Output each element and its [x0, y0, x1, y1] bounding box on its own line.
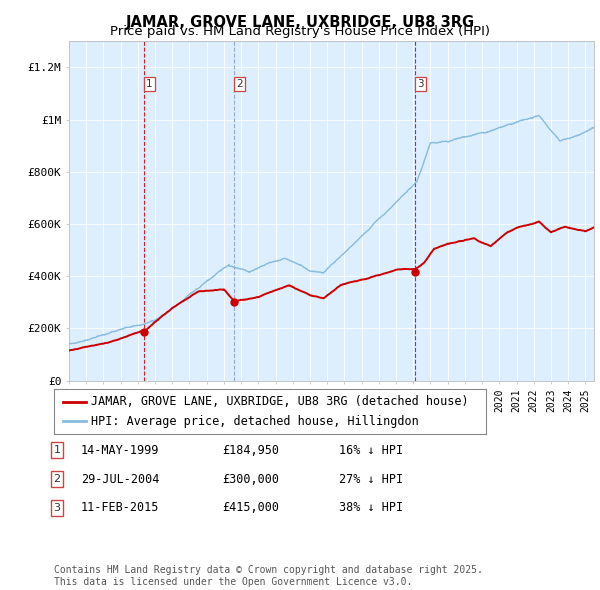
Text: 3: 3	[53, 503, 61, 513]
Text: 11-FEB-2015: 11-FEB-2015	[81, 502, 160, 514]
Text: Price paid vs. HM Land Registry's House Price Index (HPI): Price paid vs. HM Land Registry's House …	[110, 25, 490, 38]
Text: Contains HM Land Registry data © Crown copyright and database right 2025.
This d: Contains HM Land Registry data © Crown c…	[54, 565, 483, 587]
Text: 27% ↓ HPI: 27% ↓ HPI	[339, 473, 403, 486]
Text: £184,950: £184,950	[222, 444, 279, 457]
Text: 2: 2	[53, 474, 61, 484]
Text: 3: 3	[418, 78, 424, 88]
Text: £415,000: £415,000	[222, 502, 279, 514]
Text: 16% ↓ HPI: 16% ↓ HPI	[339, 444, 403, 457]
Text: 14-MAY-1999: 14-MAY-1999	[81, 444, 160, 457]
Text: HPI: Average price, detached house, Hillingdon: HPI: Average price, detached house, Hill…	[91, 415, 418, 428]
Text: JAMAR, GROVE LANE, UXBRIDGE, UB8 3RG: JAMAR, GROVE LANE, UXBRIDGE, UB8 3RG	[125, 15, 475, 30]
Text: £300,000: £300,000	[222, 473, 279, 486]
Text: 1: 1	[53, 445, 61, 455]
Text: 29-JUL-2004: 29-JUL-2004	[81, 473, 160, 486]
Text: JAMAR, GROVE LANE, UXBRIDGE, UB8 3RG (detached house): JAMAR, GROVE LANE, UXBRIDGE, UB8 3RG (de…	[91, 395, 469, 408]
Text: 2: 2	[236, 78, 242, 88]
Text: 1: 1	[146, 78, 153, 88]
Text: 38% ↓ HPI: 38% ↓ HPI	[339, 502, 403, 514]
